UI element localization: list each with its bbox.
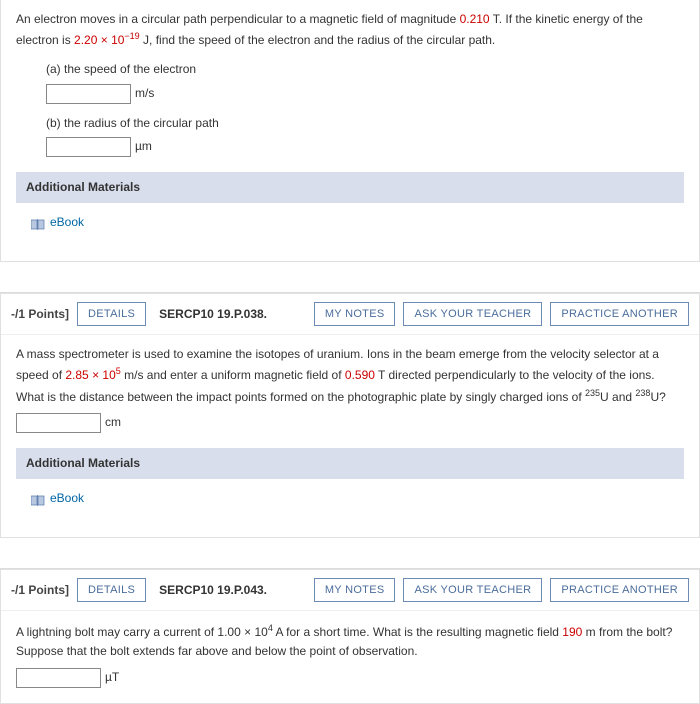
- q2-iso-text: U and: [600, 390, 635, 404]
- q1-part-a-unit: m/s: [135, 84, 154, 103]
- additional-materials-header: Additional Materials: [16, 448, 684, 479]
- q2-unit: cm: [105, 413, 121, 432]
- q1-part-a: (a) the speed of the electron m/s: [46, 60, 684, 103]
- ebook-label: eBook: [50, 489, 84, 508]
- q1-part-a-label: (a) the speed of the electron: [46, 60, 684, 79]
- ebook-link[interactable]: eBook: [31, 213, 84, 232]
- additional-materials-header: Additional Materials: [16, 172, 684, 203]
- question-2-body: A mass spectrometer is used to examine t…: [1, 335, 699, 537]
- q3-text: A lightning bolt may carry a current of …: [16, 625, 672, 658]
- q1-part-b-unit: µm: [135, 137, 152, 156]
- additional-materials-body: eBook: [16, 203, 684, 246]
- q2-val1: 2.85 × 10: [65, 368, 115, 382]
- ask-teacher-button[interactable]: ASK YOUR TEACHER: [403, 578, 542, 602]
- q2-text: A mass spectrometer is used to examine t…: [16, 347, 666, 403]
- q2-iso2-exp: 238: [635, 388, 650, 398]
- q2-val2: 0.590: [345, 368, 375, 382]
- q1-text-post: J, find the speed of the electron and th…: [140, 33, 496, 47]
- question-2-header: -/1 Points] DETAILS SERCP10 19.P.038. MY…: [1, 294, 699, 335]
- practice-another-button[interactable]: PRACTICE ANOTHER: [550, 578, 689, 602]
- question-3-header: -/1 Points] DETAILS SERCP10 19.P.043. MY…: [1, 570, 699, 611]
- q3-unit: µT: [105, 668, 119, 687]
- ebook-label: eBook: [50, 213, 84, 232]
- q1-part-b-label: (b) the radius of the circular path: [46, 114, 684, 133]
- q1-val2: 2.20 × 10: [74, 33, 124, 47]
- ask-teacher-button[interactable]: ASK YOUR TEACHER: [403, 302, 542, 326]
- q2-text-post: U?: [650, 390, 665, 404]
- q3-val2: 190: [562, 625, 582, 639]
- q3-text-mid1: A for a short time. What is the resultin…: [273, 625, 562, 639]
- details-button[interactable]: DETAILS: [77, 302, 146, 326]
- my-notes-button[interactable]: MY NOTES: [314, 302, 396, 326]
- q2-problem-id: SERCP10 19.P.038.: [159, 307, 267, 321]
- q1-part-b: (b) the radius of the circular path µm: [46, 114, 684, 157]
- q2-points: -/1 Points]: [11, 307, 69, 321]
- question-3: -/1 Points] DETAILS SERCP10 19.P.043. MY…: [0, 569, 700, 703]
- q2-text-mid1: m/s and enter a uniform magnetic field o…: [121, 368, 345, 382]
- question-1-body: An electron moves in a circular path per…: [1, 0, 699, 261]
- book-icon: [31, 217, 45, 228]
- question-1: An electron moves in a circular path per…: [0, 0, 700, 262]
- q2-iso1-exp: 235: [585, 388, 600, 398]
- q3-points: -/1 Points]: [11, 583, 69, 597]
- q1-part-a-input[interactable]: [46, 84, 131, 104]
- q1-part-b-input[interactable]: [46, 137, 131, 157]
- question-2: -/1 Points] DETAILS SERCP10 19.P.038. MY…: [0, 293, 700, 538]
- q3-text-pre: A lightning bolt may carry a current of …: [16, 625, 268, 639]
- my-notes-button[interactable]: MY NOTES: [314, 578, 396, 602]
- additional-materials-body: eBook: [16, 479, 684, 522]
- ebook-link[interactable]: eBook: [31, 489, 84, 508]
- question-3-body: A lightning bolt may carry a current of …: [1, 611, 699, 702]
- q1-text: An electron moves in a circular path per…: [16, 12, 643, 47]
- q1-text-pre: An electron moves in a circular path per…: [16, 12, 460, 26]
- q3-input[interactable]: [16, 668, 101, 688]
- q1-val1: 0.210: [460, 12, 490, 26]
- details-button[interactable]: DETAILS: [77, 578, 146, 602]
- q3-problem-id: SERCP10 19.P.043.: [159, 583, 267, 597]
- q2-input[interactable]: [16, 413, 101, 433]
- practice-another-button[interactable]: PRACTICE ANOTHER: [550, 302, 689, 326]
- q1-val2-exp: −19: [124, 31, 139, 41]
- book-icon: [31, 493, 45, 504]
